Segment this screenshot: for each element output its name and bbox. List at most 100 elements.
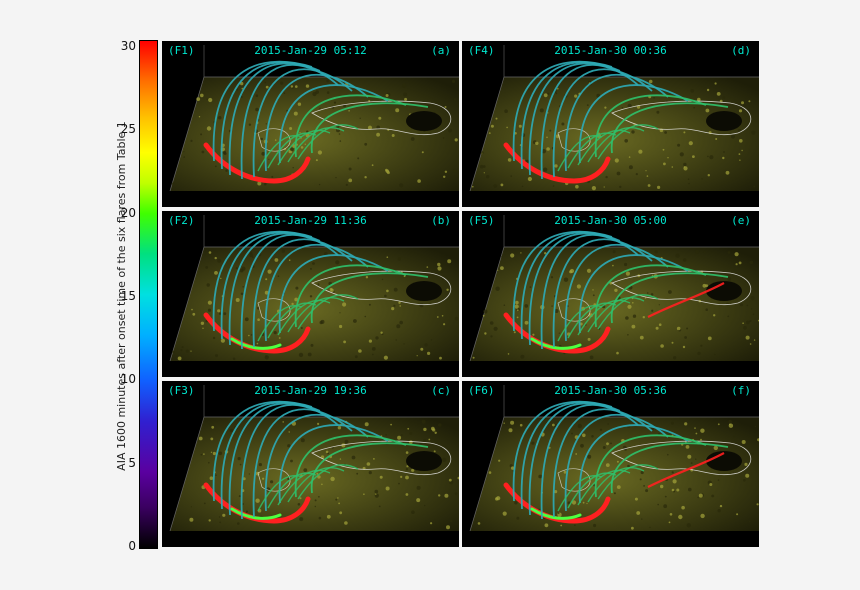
magnetogram-speckle: [722, 156, 725, 160]
magnetogram-speckle: [698, 493, 703, 498]
magnetogram-speckle: [438, 494, 441, 497]
magnetogram-speckle: [676, 326, 681, 331]
magnetogram-speckle: [684, 422, 688, 426]
axis-line: [169, 76, 205, 192]
magnetogram-speckle: [416, 498, 421, 503]
magnetogram-speckle: [557, 87, 559, 90]
field-loop: [264, 73, 369, 172]
panel-id: (F1): [168, 44, 195, 57]
polarity-contour: [311, 270, 452, 306]
magnetogram-speckle: [427, 184, 430, 187]
magnetogram-speckle: [628, 165, 633, 170]
magnetogram-speckle: [397, 257, 401, 261]
magnetogram-speckle: [563, 277, 569, 282]
low-loop: [267, 302, 317, 339]
magnetogram-speckle: [693, 106, 695, 109]
magnetogram-speckle: [541, 149, 546, 154]
magnetogram-speckle: [294, 297, 299, 302]
magnetogram-speckle: [443, 323, 446, 326]
magnetogram-speckle: [627, 464, 630, 468]
magnetogram-speckle: [198, 116, 201, 118]
panel-scene: [469, 215, 759, 362]
magnetogram-speckle: [385, 434, 387, 436]
magnetogram-speckle: [453, 98, 457, 101]
magnetogram-speckle: [649, 526, 651, 529]
low-loop: [587, 296, 645, 333]
magnetogram-speckle: [576, 284, 581, 289]
magnetogram-speckle: [364, 142, 368, 146]
magnetogram-speckle: [225, 169, 228, 172]
low-loop: [597, 294, 659, 330]
magnetogram-speckle: [210, 437, 214, 441]
colorbar-tick: 25: [120, 122, 136, 137]
magnetogram-speckle: [290, 459, 293, 463]
field-loop: [610, 102, 729, 154]
magnetogram-speckle: [520, 354, 525, 359]
magnetogram-speckle: [635, 173, 638, 176]
magnetogram-speckle: [728, 419, 732, 424]
magnetogram-speckle: [319, 321, 323, 325]
magnetogram-speckle: [407, 427, 410, 430]
magnetogram-speckle: [561, 122, 565, 126]
low-loop: [257, 305, 303, 342]
magnetogram-speckle: [669, 513, 673, 516]
magnetogram-speckle: [472, 185, 474, 188]
magnetogram-speckle: [446, 288, 449, 291]
magnetogram-speckle: [368, 339, 372, 343]
magnetogram-speckle: [402, 83, 407, 88]
magnetogram-speckle: [436, 316, 439, 318]
magnetogram-speckle: [586, 268, 592, 273]
magnetogram-speckle: [384, 294, 387, 298]
magnetogram-speckle: [318, 496, 320, 498]
magnetogram-speckle: [339, 458, 342, 460]
magnetogram-speckle: [723, 151, 725, 153]
magnetogram-speckle: [719, 504, 723, 508]
magnetogram-speckle: [291, 302, 294, 306]
magnetogram-speckle: [344, 439, 349, 444]
magnetogram-speckle: [219, 521, 221, 524]
magnetogram-speckle: [299, 132, 301, 134]
magnetogram-speckle: [711, 494, 715, 498]
magnetogram-speckle: [430, 339, 433, 341]
magnetogram-speckle: [274, 139, 277, 141]
magnetogram-speckle: [406, 465, 409, 468]
magnetogram-speckle: [624, 262, 628, 267]
magnetogram-speckle: [672, 479, 677, 484]
magnetogram-speckle: [646, 292, 649, 294]
magnetogram-speckle: [261, 151, 266, 156]
magnetogram-speckle: [287, 444, 291, 448]
magnetogram-speckle: [303, 468, 308, 472]
magnetogram-speckle: [353, 319, 357, 323]
magnetogram-speckle: [616, 171, 621, 176]
magnetogram-speckle: [706, 88, 710, 92]
magnetogram-speckle: [299, 517, 304, 522]
magnetogram-speckle: [374, 489, 379, 494]
magnetogram-speckle: [441, 315, 444, 317]
magnetogram-speckle: [393, 287, 398, 292]
magnetogram-speckle: [631, 324, 636, 329]
magnetogram-speckle: [200, 321, 205, 325]
magnetogram-speckle: [417, 179, 421, 183]
magnetogram-speckle: [180, 349, 183, 352]
field-loop: [264, 243, 369, 342]
panel-scene: [169, 45, 459, 192]
field-loop: [594, 434, 707, 498]
field-loop: [564, 73, 669, 172]
magnetogram-speckle: [660, 344, 664, 348]
magnetogram-speckle: [330, 288, 334, 293]
magnetogram-speckle: [687, 454, 692, 459]
magnetogram-speckle: [678, 514, 683, 520]
magnetogram-speckle: [731, 428, 734, 431]
magnetogram-speckle: [281, 249, 286, 253]
magnetogram-speckle: [315, 90, 319, 94]
magnetogram-speckle: [604, 106, 607, 109]
low-loop: [287, 126, 345, 163]
magnetogram-speckle: [274, 258, 279, 262]
low-loop: [287, 466, 345, 503]
magnetogram-speckle: [488, 132, 491, 134]
panel-letter: (e): [731, 214, 751, 227]
magnetogram-speckle: [591, 186, 596, 191]
magnetogram-speckle: [358, 349, 362, 353]
magnetogram-speckle: [746, 304, 749, 307]
magnetogram-speckle: [190, 350, 192, 352]
